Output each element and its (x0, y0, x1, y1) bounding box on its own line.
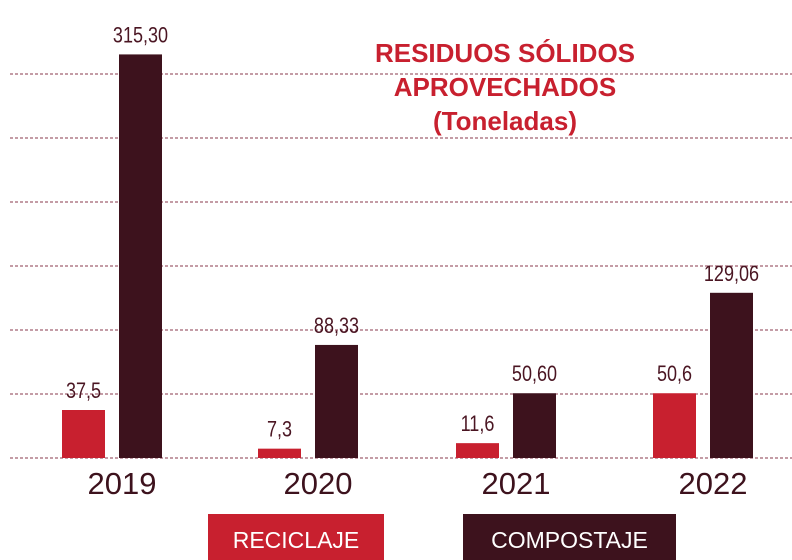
value-label: 11,6 (461, 413, 495, 437)
bar (456, 443, 499, 458)
value-label: 37,5 (66, 379, 101, 403)
bar (513, 393, 556, 458)
x-tick-label: 2021 (482, 466, 551, 501)
chart-title: RESIDUOS SÓLIDOS APROVECHADOS (374, 38, 636, 102)
bar (258, 448, 301, 458)
legend-swatch (463, 514, 676, 560)
chart-subtitle: (Toneladas) (433, 106, 577, 136)
value-label: 50,60 (512, 363, 557, 387)
bar (653, 393, 696, 458)
title-block: RESIDUOS SÓLIDOS APROVECHADOS (Toneladas… (340, 36, 670, 138)
value-label: 7,3 (267, 418, 292, 442)
x-tick-label: 2019 (88, 466, 157, 501)
bar (315, 344, 358, 458)
value-label: 88,33 (314, 314, 359, 338)
value-label: 129,06 (704, 262, 759, 286)
legend-label: COMPOSTAJE (491, 527, 648, 553)
legend-label: RECICLAJE (233, 527, 360, 553)
x-tick-label: 2022 (679, 466, 748, 501)
value-label: 315,30 (113, 24, 168, 48)
value-label: 50,6 (657, 363, 692, 387)
bar (710, 292, 753, 458)
legend-swatch (208, 514, 384, 560)
x-tick-label: 2020 (284, 466, 353, 501)
bar (62, 410, 105, 458)
bar (119, 54, 162, 458)
